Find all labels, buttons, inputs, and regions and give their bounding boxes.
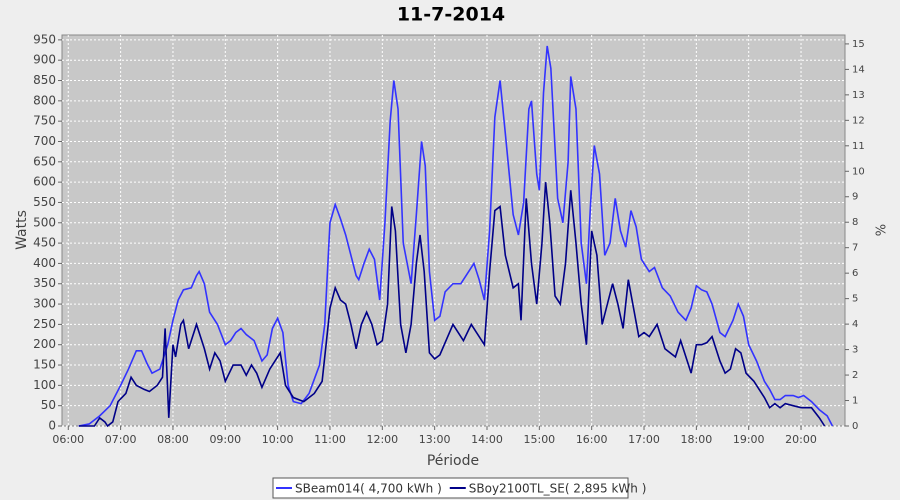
y-axis-label: Watts xyxy=(14,210,30,250)
x-axis-label: Période xyxy=(427,453,479,469)
y-tick-label: 300 xyxy=(33,297,56,311)
y2-tick-label: 4 xyxy=(852,319,858,330)
x-tick-label: 13:00 xyxy=(419,433,451,446)
y2-tick-label: 5 xyxy=(852,294,858,305)
y2-tick-label: 2 xyxy=(852,370,858,381)
y-tick-label: 750 xyxy=(33,114,56,128)
x-tick-label: 15:00 xyxy=(523,433,555,446)
chart-title: 11-7-2014 xyxy=(397,4,505,26)
y-tick-label: 950 xyxy=(33,32,56,46)
y-tick-label: 400 xyxy=(33,256,56,270)
y2-tick-label: 8 xyxy=(852,217,858,228)
legend-label: SBoy2100TL_SE( 2,895 kWh ) xyxy=(469,482,647,496)
y-tick-label: 600 xyxy=(33,175,56,189)
y-tick-label: 700 xyxy=(33,134,56,148)
plot-area xyxy=(61,34,846,427)
y-tick-label: 650 xyxy=(33,154,56,168)
x-tick-label: 16:00 xyxy=(576,433,608,446)
y-tick-label: 850 xyxy=(33,73,56,87)
y2-tick-label: 12 xyxy=(852,115,865,126)
x-tick-label: 14:00 xyxy=(471,433,503,446)
x-tick-label: 20:00 xyxy=(785,433,817,446)
y2-tick-label: 7 xyxy=(852,243,858,254)
y-tick-label: 800 xyxy=(33,93,56,107)
x-tick-label: 07:00 xyxy=(105,433,137,446)
y2-tick-label: 14 xyxy=(852,64,865,75)
y2-tick-label: 3 xyxy=(852,345,858,356)
x-tick-label: 17:00 xyxy=(628,433,660,446)
y-tick-label: 200 xyxy=(33,337,56,351)
x-tick-label: 08:00 xyxy=(157,433,189,446)
x-tick-label: 06:00 xyxy=(52,433,84,446)
y-tick-label: 250 xyxy=(33,317,56,331)
y-tick-label: 0 xyxy=(48,419,56,433)
y2-tick-label: 13 xyxy=(852,90,865,101)
y-tick-label: 50 xyxy=(41,398,56,412)
series-line xyxy=(78,182,826,428)
y-tick-label: 500 xyxy=(33,215,56,229)
x-tick-label: 12:00 xyxy=(366,433,398,446)
y2-tick-label: 10 xyxy=(852,166,865,177)
y-tick-label: 550 xyxy=(33,195,56,209)
x-tick-label: 09:00 xyxy=(209,433,241,446)
y2-tick-label: 9 xyxy=(852,192,858,203)
y-tick-label: 100 xyxy=(33,378,56,392)
y2-tick-label: 0 xyxy=(852,421,858,432)
y2-tick-label: 6 xyxy=(852,268,858,279)
x-tick-label: 10:00 xyxy=(262,433,294,446)
x-tick-label: 18:00 xyxy=(681,433,713,446)
y2-tick-label: 1 xyxy=(852,396,858,407)
y-tick-label: 900 xyxy=(33,53,56,67)
y2-axis-label: % xyxy=(875,224,890,236)
y-tick-label: 150 xyxy=(33,358,56,372)
y-tick-label: 350 xyxy=(33,276,56,290)
legend-label: SBeam014( 4,700 kWh ) xyxy=(295,482,442,496)
y-tick-label: 450 xyxy=(33,236,56,250)
y2-tick-label: 11 xyxy=(852,141,865,152)
y2-tick-label: 15 xyxy=(852,39,865,50)
series-line xyxy=(78,45,834,427)
x-tick-label: 11:00 xyxy=(314,433,346,446)
x-tick-label: 19:00 xyxy=(733,433,765,446)
